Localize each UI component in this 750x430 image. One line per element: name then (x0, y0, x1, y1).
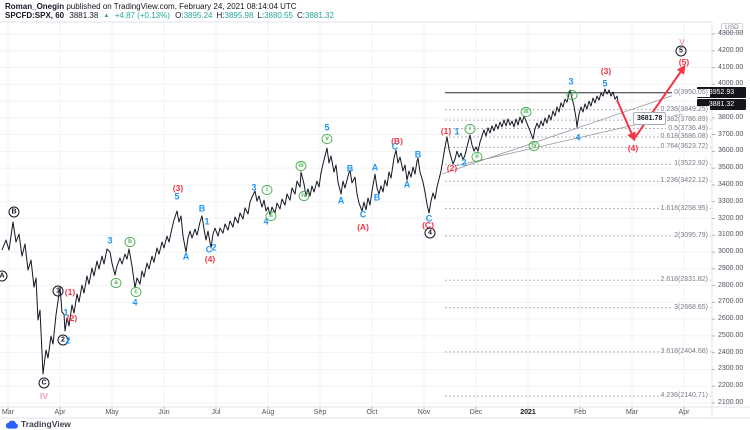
tradingview-logo[interactable]: TradingView (5, 419, 71, 429)
fib-retracement-lines (445, 92, 712, 397)
cloud-icon (5, 420, 18, 429)
forecast-arrow (616, 99, 636, 142)
trendline (441, 90, 687, 175)
price-line (1, 88, 619, 375)
grid (0, 22, 712, 407)
forecast-arrow (633, 64, 686, 140)
trendline (454, 109, 701, 167)
brand-name: TradingView (21, 419, 71, 429)
